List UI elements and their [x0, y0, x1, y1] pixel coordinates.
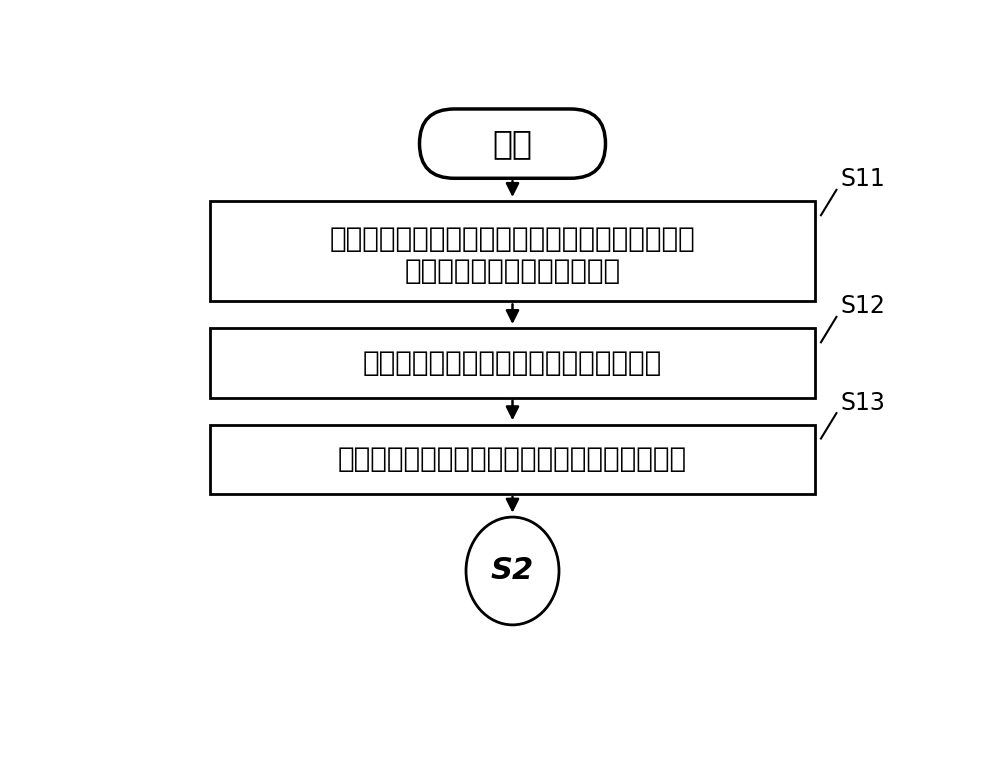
Bar — [210, 328, 815, 398]
Text: 流和主轴热漂移作为样本数据: 流和主轴热漂移作为样本数据 — [404, 258, 621, 285]
FancyBboxPatch shape — [420, 109, 606, 178]
Text: S12: S12 — [840, 295, 885, 318]
Text: S13: S13 — [840, 390, 885, 415]
Text: 分别对训练集样本和测试集样本进行归一化处理: 分别对训练集样本和测试集样本进行归一化处理 — [338, 446, 687, 473]
Text: 将样本数据分为训练集样本和测试集样本: 将样本数据分为训练集样本和测试集样本 — [363, 349, 662, 377]
Text: 采集数控机床的热敏感点温升、主轴转速、机床电: 采集数控机床的热敏感点温升、主轴转速、机床电 — [330, 225, 695, 253]
Ellipse shape — [466, 517, 559, 625]
Bar — [210, 202, 815, 301]
Text: S11: S11 — [840, 167, 885, 192]
Bar — [210, 425, 815, 494]
Text: S2: S2 — [491, 557, 534, 585]
Text: 开始: 开始 — [492, 127, 532, 160]
